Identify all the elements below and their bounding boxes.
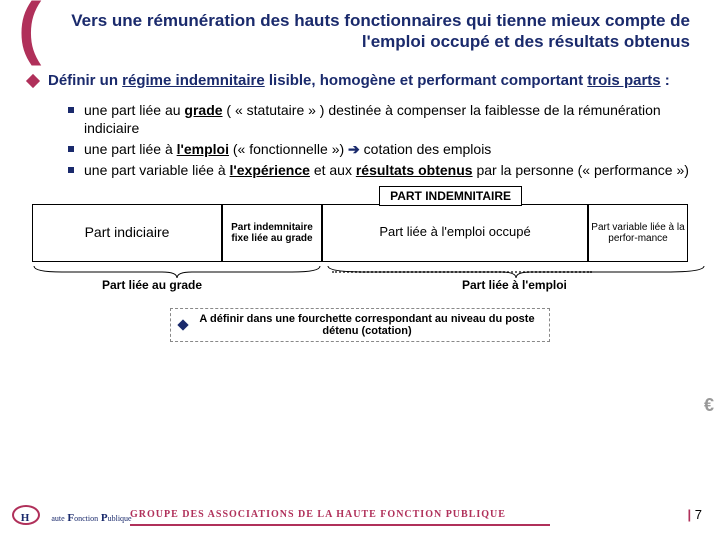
diagram-row: Part indiciaire Part indemnitaire fixe l… <box>32 204 688 262</box>
square-bullet-icon <box>68 107 74 113</box>
cell-emploi: Part liée à l'emploi occupé <box>322 204 588 262</box>
cell-indiciaire: Part indiciaire <box>32 204 222 262</box>
title-bar: ( Vers une rémunération des hauts foncti… <box>0 0 720 61</box>
brace-label-grade: Part liée au grade <box>102 278 202 292</box>
slide-title: Vers une rémunération des hauts fonction… <box>60 10 700 53</box>
logo: Haute Fonction Publique <box>12 501 132 524</box>
cell-performance: Part variable liée à la perfor-mance <box>588 204 688 262</box>
sub-text: une part liée à l'emploi (« fonctionnell… <box>84 140 491 158</box>
note-text: A définir dans une fourchette correspond… <box>193 313 541 337</box>
footer-org: GROUPE DES ASSOCIATIONS DE LA HAUTE FONC… <box>130 509 506 520</box>
sub-text: une part liée au grade ( « statutaire » … <box>84 101 692 137</box>
arrow-icon: ➔ <box>344 141 364 157</box>
euro-icon: € <box>704 395 714 416</box>
list-item: une part liée au grade ( « statutaire » … <box>68 101 692 137</box>
remuneration-diagram: PART INDEMNITAIRE Part indiciaire Part i… <box>28 204 692 298</box>
definition-note: A définir dans une fourchette correspond… <box>170 308 550 342</box>
list-item: une part liée à l'emploi (« fonctionnell… <box>68 140 692 158</box>
diamond-bullet-icon <box>26 73 40 87</box>
footer-rule <box>130 524 550 526</box>
square-bullet-icon <box>68 167 74 173</box>
list-item: une part variable liée à l'expérience et… <box>68 161 692 179</box>
brace-row: Part liée au grade Part liée à l'emploi <box>32 264 688 298</box>
main-bullet-text: Définir un régime indemnitaire lisible, … <box>48 71 670 91</box>
footer: Haute Fonction Publique GROUPE DES ASSOC… <box>0 490 720 530</box>
main-bullet: Définir un régime indemnitaire lisible, … <box>28 71 692 91</box>
cell-fixe-grade: Part indemnitaire fixe liée au grade <box>222 204 322 262</box>
paren-decoration: ( <box>18 0 41 62</box>
page-number: | 7 <box>688 507 703 522</box>
square-bullet-icon <box>68 146 74 152</box>
brace-label-emploi: Part liée à l'emploi <box>462 278 567 292</box>
diagram-header: PART INDEMNITAIRE <box>379 186 522 206</box>
sub-text: une part variable liée à l'expérience et… <box>84 161 689 179</box>
diamond-small-icon <box>177 319 188 330</box>
content-area: Définir un régime indemnitaire lisible, … <box>0 61 720 342</box>
sub-bullet-list: une part liée au grade ( « statutaire » … <box>28 101 692 180</box>
